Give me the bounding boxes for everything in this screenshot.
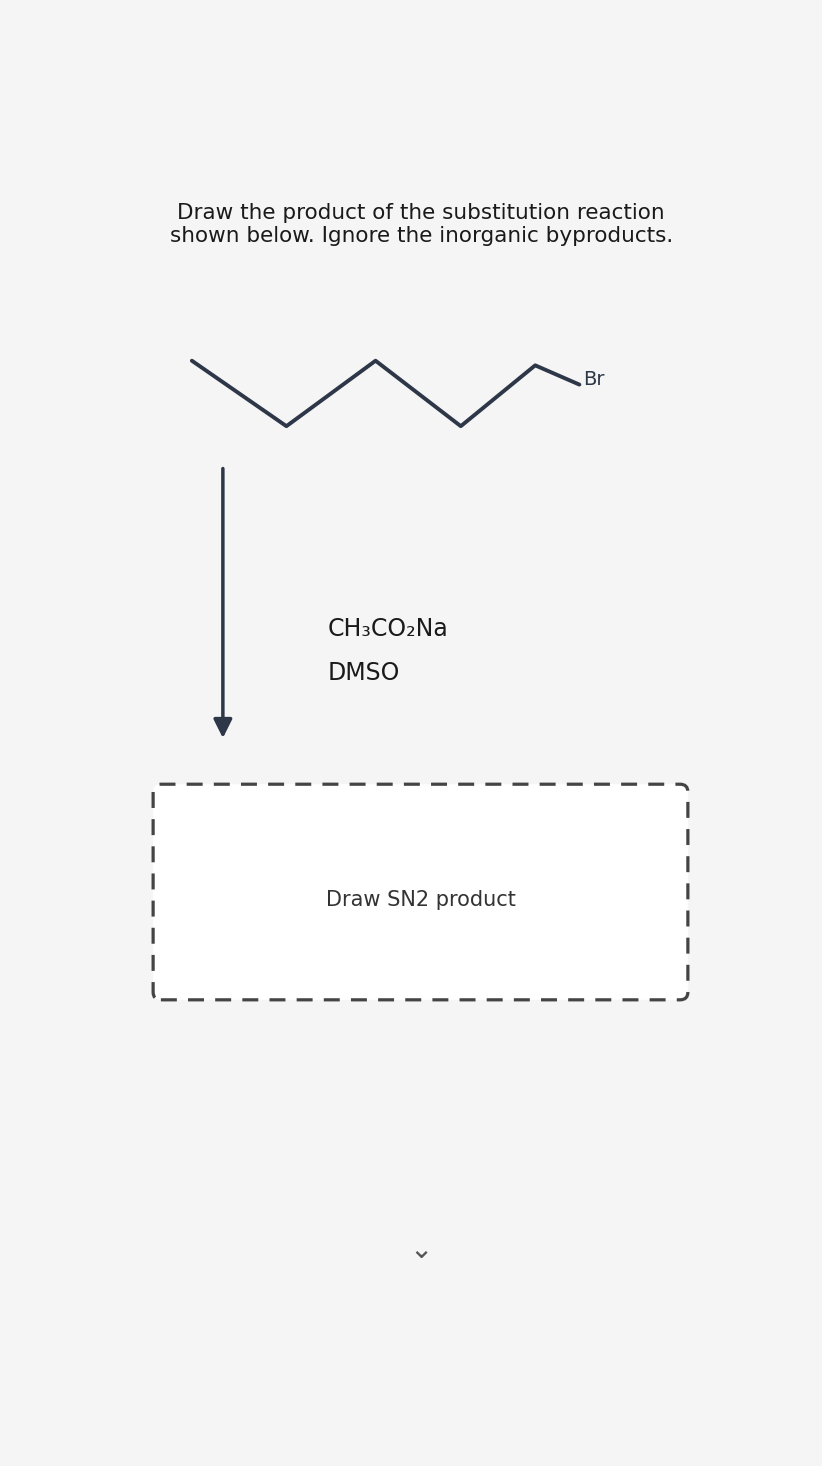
Text: Br: Br [584, 369, 605, 388]
Text: DMSO: DMSO [327, 661, 399, 685]
Text: Draw SN2 product: Draw SN2 product [326, 890, 515, 910]
Text: Draw the product of the substitution reaction: Draw the product of the substitution rea… [178, 202, 665, 223]
Text: ⌄: ⌄ [409, 1236, 433, 1264]
Text: shown below. Ignore the inorganic byproducts.: shown below. Ignore the inorganic byprod… [169, 226, 673, 246]
FancyBboxPatch shape [153, 784, 688, 1000]
Text: CH₃CO₂Na: CH₃CO₂Na [327, 617, 448, 641]
